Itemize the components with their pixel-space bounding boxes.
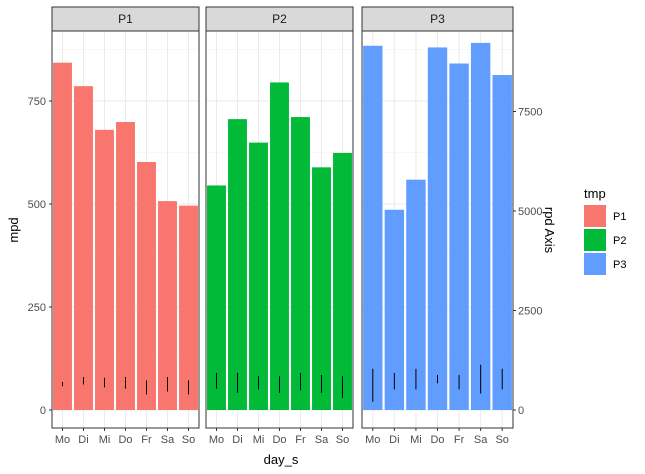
bar-P1-Di xyxy=(74,86,93,410)
x-tick-label: Sa xyxy=(161,434,175,446)
legend-title: tmp xyxy=(584,186,606,201)
facet-strip-label: P2 xyxy=(272,12,287,26)
facet-strip xyxy=(51,6,200,32)
bar-P3-Fr xyxy=(449,63,469,411)
legend-key-P1 xyxy=(584,205,606,227)
x-axis-title: day_s xyxy=(264,452,299,467)
legend-label-P2: P2 xyxy=(613,235,626,247)
bar-P3-Do xyxy=(427,47,448,410)
legend: tmp P1 P2 P3 xyxy=(584,186,626,275)
bar-P1-Fr xyxy=(137,161,156,410)
x-tick-label: Mo xyxy=(209,434,224,446)
secondary-y-axis: 0 2500 5000 7500 xyxy=(513,107,542,417)
bar-P2-So xyxy=(333,152,352,411)
bar-P1-So xyxy=(179,205,198,410)
x-tick-label: Di xyxy=(78,434,88,446)
bar-P1-Sa xyxy=(158,201,177,410)
facet-strip-label: P3 xyxy=(430,12,445,26)
bar-P2-Do xyxy=(270,82,289,411)
x-tick-label: Fr xyxy=(295,434,306,446)
x-tick-label: Mi xyxy=(410,434,422,446)
bar-P2-Mi xyxy=(249,142,268,410)
bar-P1-Do xyxy=(116,122,135,411)
bar-P2-Di xyxy=(228,119,247,411)
facet-strip xyxy=(361,6,514,32)
secondary-y-tick-label: 2500 xyxy=(518,306,542,318)
x-tick-label: Do xyxy=(430,434,444,446)
facet-panels: P1 Mo Di Mi Do Fr Sa So P2 Mo Di Mi Do Fr Sa So P3 Mo Di Mi… xyxy=(51,6,514,446)
bar-P3-Di xyxy=(384,209,405,410)
primary-y-axis: 0 250 500 750 xyxy=(28,96,52,417)
x-tick-label: Di xyxy=(232,434,242,446)
facet-panel-P2: P2 Mo Di Mi Do Fr Sa So xyxy=(205,6,354,446)
facet-strip-label: P1 xyxy=(118,12,133,26)
secondary-y-tick-label: 5000 xyxy=(518,206,542,218)
x-tick-label: Do xyxy=(272,434,286,446)
y-tick-label: 750 xyxy=(28,96,46,108)
x-tick-label: So xyxy=(495,434,508,446)
facet-strip xyxy=(205,6,354,32)
y-axis-title: mpd xyxy=(6,217,21,242)
bar-P3-So xyxy=(492,75,512,410)
x-tick-label: Fr xyxy=(141,434,152,446)
secondary-y-tick-label: 0 xyxy=(518,405,524,417)
y-tick-label: 500 xyxy=(28,199,46,211)
facet-panel-P3: P3 Mo Di Mi Do Fr Sa So xyxy=(361,6,514,446)
bar-P3-Mi xyxy=(406,179,426,410)
facet-panel-P1: P1 Mo Di Mi Do Fr Sa So xyxy=(51,6,200,446)
x-tick-label: Do xyxy=(118,434,132,446)
y-tick-label: 250 xyxy=(28,302,46,314)
legend-label-P1: P1 xyxy=(613,211,626,223)
x-tick-label: So xyxy=(336,434,349,446)
x-tick-label: Mi xyxy=(253,434,265,446)
x-tick-label: Mo xyxy=(365,434,380,446)
bar-P1-Mo xyxy=(53,62,72,411)
x-tick-label: Di xyxy=(389,434,399,446)
bar-P2-Mo xyxy=(207,185,226,410)
bar-P1-Mi xyxy=(95,129,114,410)
x-tick-label: Fr xyxy=(454,434,465,446)
x-tick-label: Sa xyxy=(315,434,329,446)
secondary-y-tick-label: 7500 xyxy=(518,107,542,119)
bar-P3-Sa xyxy=(470,42,491,411)
x-tick-label: So xyxy=(182,434,195,446)
x-tick-label: Sa xyxy=(474,434,488,446)
legend-key-P3 xyxy=(584,253,606,275)
legend-key-P2 xyxy=(584,229,606,251)
x-tick-label: Mo xyxy=(55,434,70,446)
bar-P2-Sa xyxy=(312,167,331,410)
legend-label-P3: P3 xyxy=(613,259,626,271)
secondary-y-axis-title: rpd Axis xyxy=(542,207,557,254)
x-tick-label: Mi xyxy=(99,434,111,446)
bar-P3-Mo xyxy=(363,45,383,411)
bar-P2-Fr xyxy=(291,117,310,411)
y-tick-label: 0 xyxy=(40,405,46,417)
